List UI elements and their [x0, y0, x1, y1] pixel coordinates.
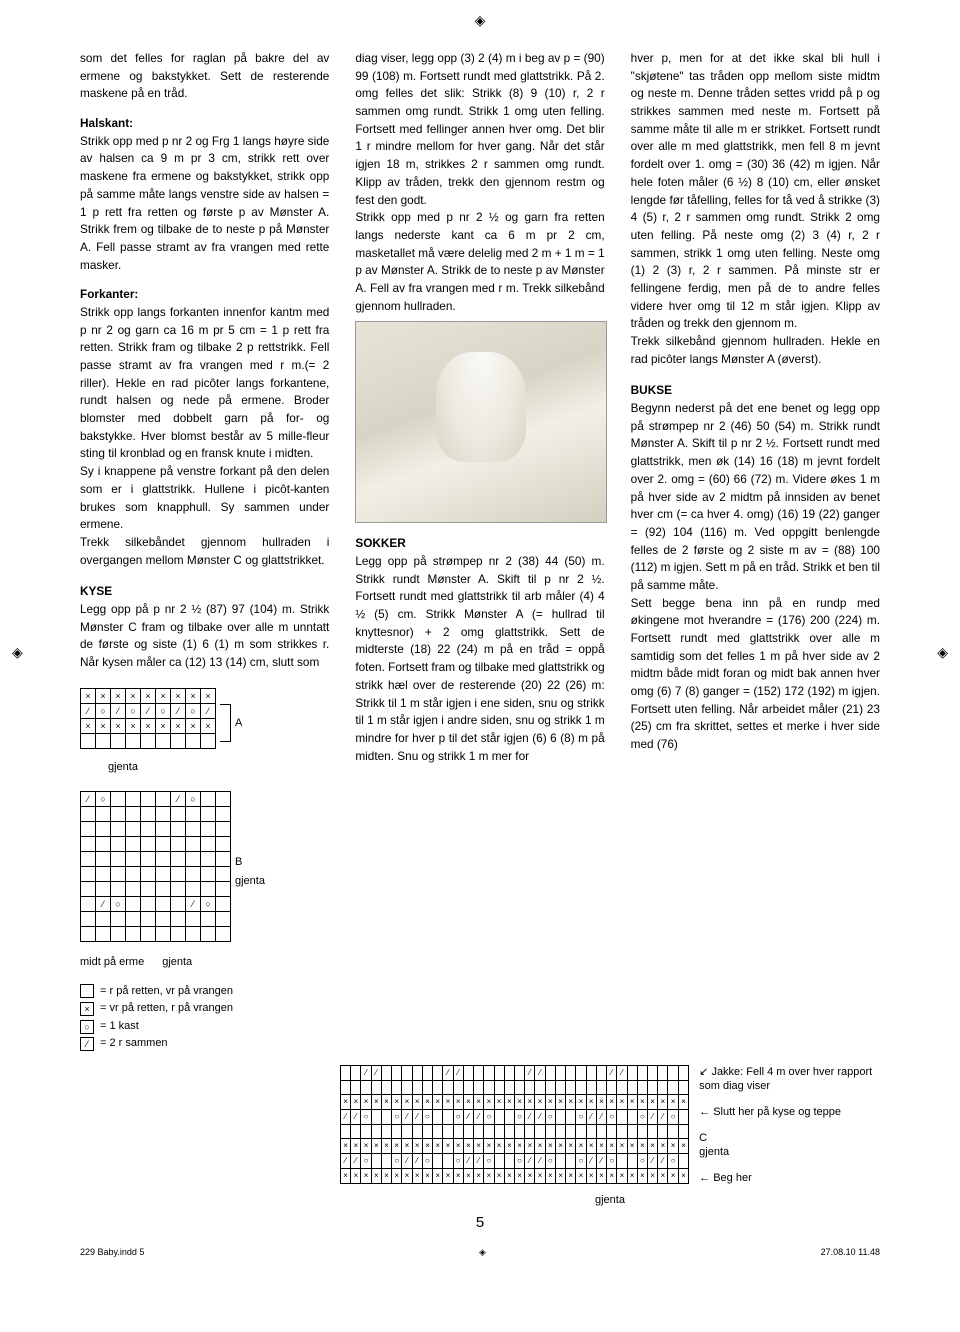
paragraph: Strikk opp langs forkanten innenfor kant…: [80, 304, 329, 463]
heading-forkanter: Forkanter:: [80, 286, 329, 304]
chart-c: ⁄⁄⁄⁄⁄⁄⁄⁄××××××××××××××××××××××××××××××××…: [80, 1065, 880, 1206]
column-1: som det felles for raglan på bakre del a…: [80, 50, 329, 1053]
registration-mark-top: ◈: [475, 12, 486, 29]
paragraph: Sett begge bena inn på en rundp med økin…: [631, 595, 880, 754]
legend: = r på retten, vr på vrangen × = vr på re…: [80, 983, 329, 1053]
footer-left: 229 Baby.indd 5: [80, 1247, 144, 1258]
chart-a-label: A: [235, 715, 242, 732]
paragraph: Trekk silkebånd gjennom hullraden. Hekle…: [631, 333, 880, 368]
chart-b-mid-label: midt på erme: [80, 954, 144, 971]
column-3: hver p, men for at det ikke skal bli hul…: [631, 50, 880, 1053]
chart-a: ×××××××××⁄○⁄○⁄○⁄○⁄××××××××× A gjenta: [80, 688, 329, 776]
paragraph: hver p, men for at det ikke skal bli hul…: [631, 50, 880, 333]
legend-sym-4: ⁄: [80, 1037, 94, 1051]
paragraph: Legg opp på p nr 2 ½ (87) 97 (104) m. St…: [80, 601, 329, 672]
chart-a-repeat: gjenta: [108, 759, 329, 776]
legend-text-4: = 2 r sammen: [100, 1035, 168, 1053]
paragraph: Legg opp på strømpep nr 2 (38) 44 (50) m…: [355, 553, 604, 765]
chart-b-grid: ⁄○⁄○⁄○⁄○: [80, 791, 231, 942]
paragraph: Strikk opp med p nr 2 ½ og garn fra rett…: [355, 209, 604, 315]
paragraph: diag viser, legg opp (3) 2 (4) m i beg a…: [355, 50, 604, 209]
paragraph: Begynn nederst på det ene benet og legg …: [631, 400, 880, 595]
paragraph: Trekk silkebåndet gjennom hullraden i ov…: [80, 534, 329, 569]
heading-sokker: SOKKER: [355, 535, 604, 553]
footer: 229 Baby.indd 5 ◈ 27.08.10 11.48: [80, 1247, 880, 1258]
chart-c-arrow-slutt: ← Slutt her på kyse og teppe: [699, 1105, 880, 1119]
chart-c-arrow-jakke: ↙ Jakke: Fell 4 m over hver rapport som …: [699, 1065, 880, 1094]
chart-b-label: B: [235, 854, 265, 871]
heading-bukse: BUKSE: [631, 382, 880, 400]
legend-sym-2: ×: [80, 1002, 94, 1016]
text-columns: som det felles for raglan på bakre del a…: [80, 50, 880, 1053]
legend-text-2: = vr på retten, r på vrangen: [100, 1000, 233, 1018]
legend-text-3: = 1 kast: [100, 1018, 139, 1036]
chart-c-grid: ⁄⁄⁄⁄⁄⁄⁄⁄××××××××××××××××××××××××××××××××…: [340, 1065, 689, 1184]
chart-b: ⁄○⁄○⁄○⁄○ B gjenta midt på erme gjenta: [80, 791, 329, 971]
chart-c-arrow-beg: ← Beg her: [699, 1171, 880, 1185]
column-2: diag viser, legg opp (3) 2 (4) m i beg a…: [355, 50, 604, 1053]
paragraph: Strikk opp med p nr 2 og Frg 1 langs høy…: [80, 133, 329, 275]
footer-reg: ◈: [479, 1247, 486, 1258]
heading-halskant: Halskant:: [80, 115, 329, 133]
heading-kyse: KYSE: [80, 583, 329, 601]
legend-text-1: = r på retten, vr på vrangen: [100, 983, 233, 1001]
legend-sym-1: [80, 984, 94, 998]
footer-right: 27.08.10 11.48: [821, 1247, 880, 1258]
registration-mark-right: ◈: [937, 644, 948, 661]
legend-sym-3: ○: [80, 1020, 94, 1034]
paragraph: Sy i knappene på venstre forkant på den …: [80, 463, 329, 534]
paragraph: som det felles for raglan på bakre del a…: [80, 50, 329, 103]
registration-mark-left: ◈: [12, 644, 23, 661]
page-number: 5: [80, 1214, 880, 1231]
chart-a-grid: ×××××××××⁄○⁄○⁄○⁄○⁄×××××××××: [80, 688, 216, 749]
photo-baby-socks: [355, 321, 606, 523]
chart-b-repeat-bottom: gjenta: [162, 954, 192, 971]
chart-c-bottom-repeat: gjenta: [80, 1194, 880, 1206]
chart-c-label: Cgjenta: [699, 1131, 880, 1160]
chart-b-repeat: gjenta: [235, 873, 265, 890]
